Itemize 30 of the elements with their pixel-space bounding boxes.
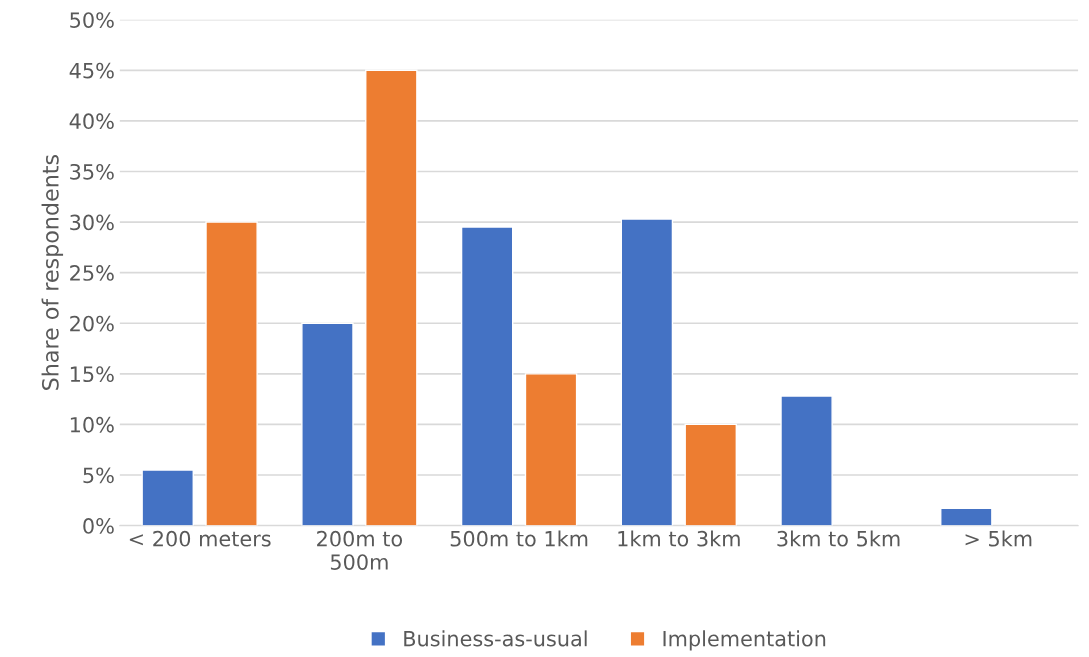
x-tick-label: 500m to 1km: [450, 530, 588, 547]
x-tick-label: > 5km: [965, 530, 1032, 547]
bar: [205, 221, 258, 526]
bar: [684, 423, 738, 526]
bar: [620, 218, 674, 526]
bar: [301, 322, 354, 526]
x-tick-label: 200m to 500m: [317, 530, 403, 570]
x-tick-label: 3km to 5km: [777, 530, 900, 547]
y-tick-label: 15%: [70, 366, 114, 383]
y-tick-label: 5%: [83, 467, 114, 484]
y-tick-label: 45%: [69, 62, 114, 79]
bar: [524, 373, 578, 526]
x-tick-label: 1km to 3km: [618, 530, 740, 547]
legend-label: Implementation: [663, 630, 826, 651]
y-tick-label: 30%: [70, 214, 114, 231]
legend-label: Business-as-usual: [404, 630, 587, 647]
bar: [940, 507, 993, 526]
y-tick-label: 50%: [70, 12, 114, 28]
y-tick-label: 0%: [83, 518, 114, 534]
y-tick-label: 10%: [70, 416, 114, 433]
y-tick-label: 25%: [70, 265, 114, 281]
y-tick-label: 35%: [70, 163, 114, 180]
bar: [780, 395, 833, 526]
y-axis-title: Share of respondents: [41, 155, 64, 390]
bar: [365, 69, 418, 526]
x-tick-label: < 200 meters: [129, 530, 271, 547]
y-tick-label: 40%: [69, 113, 114, 130]
bar: [141, 469, 194, 526]
bar: [460, 226, 514, 526]
y-tick-label: 20%: [70, 315, 114, 332]
